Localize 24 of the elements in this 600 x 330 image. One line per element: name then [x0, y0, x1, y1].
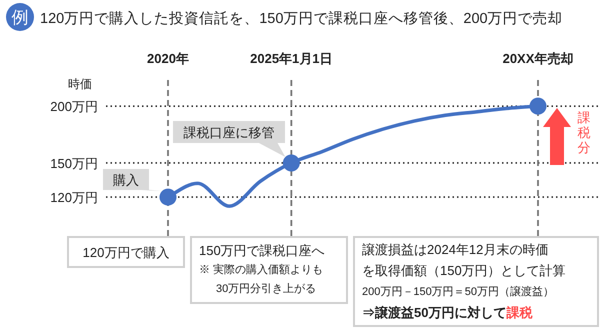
text: 30万円分引き上がる — [216, 282, 316, 295]
y-axis-title: 時価 — [68, 77, 92, 91]
text: 課税分 — [578, 110, 590, 155]
x-tick-label: 2020年 — [147, 51, 189, 66]
y-tick-label: 120万円 — [50, 190, 98, 206]
x-tick-label: 20XX年売却 — [502, 51, 574, 66]
point — [282, 154, 300, 172]
annotation: 課税口座に移管 — [184, 125, 274, 140]
text: 課税 — [505, 305, 534, 320]
text: 120万円で購入 — [82, 245, 170, 260]
text: 200万円－150万円＝50万円（譲渡益） — [362, 285, 554, 298]
annotation: 購入 — [113, 172, 139, 188]
point — [160, 188, 176, 206]
point — [530, 98, 546, 115]
text: 150万円で課税口座へ — [199, 243, 325, 258]
y-tick-label: 150万円 — [50, 156, 98, 171]
text: 例 — [12, 8, 28, 27]
text: ⇒譲渡益50万円に対して — [362, 305, 506, 320]
y-tick-label: 200万円 — [50, 99, 98, 114]
text: 譲渡損益は2024年12月末の時価 — [362, 242, 548, 257]
x-tick-label: 2025年1月1日 — [250, 51, 333, 66]
text: を取得価額（150万円）として計算 — [362, 263, 566, 278]
text: ※ 実際の購入価額よりも — [199, 263, 324, 276]
chart-title: 120万円で購入した投資信託を、150万円で課税口座へ移管後、200万円で売却 — [40, 10, 563, 27]
